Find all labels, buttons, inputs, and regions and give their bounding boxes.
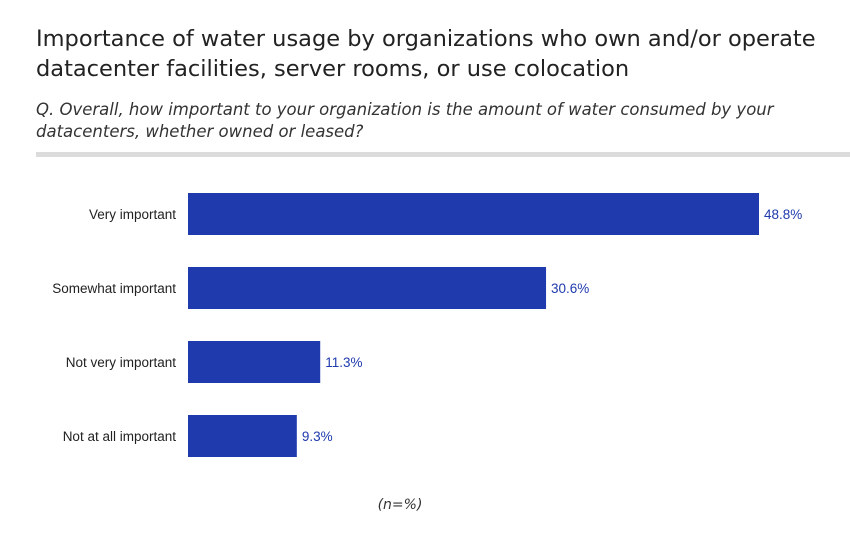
value-label: 30.6% <box>551 281 589 296</box>
value-label: 11.3% <box>325 355 362 370</box>
divider <box>36 152 850 157</box>
sample-note: (n=%) <box>377 497 423 513</box>
bar-chart: Very important 48.8% Somewhat important 30.… <box>52 193 802 457</box>
category-label: Very important <box>89 207 176 222</box>
bar-not-very-important <box>188 341 321 383</box>
value-label: 48.8% <box>764 207 802 222</box>
bar-somewhat-important <box>188 267 547 309</box>
bar-not-at-all-important <box>188 415 297 457</box>
category-label: Not very important <box>66 355 177 370</box>
category-label: Somewhat important <box>52 281 176 296</box>
value-label: 9.3% <box>302 429 333 444</box>
chart-subtitle: Q. Overall, how important to your organi… <box>36 100 774 141</box>
chart-title: Importance of water usage by organizatio… <box>36 26 816 82</box>
category-label: Not at all important <box>63 429 177 444</box>
bar-very-important <box>188 193 759 235</box>
